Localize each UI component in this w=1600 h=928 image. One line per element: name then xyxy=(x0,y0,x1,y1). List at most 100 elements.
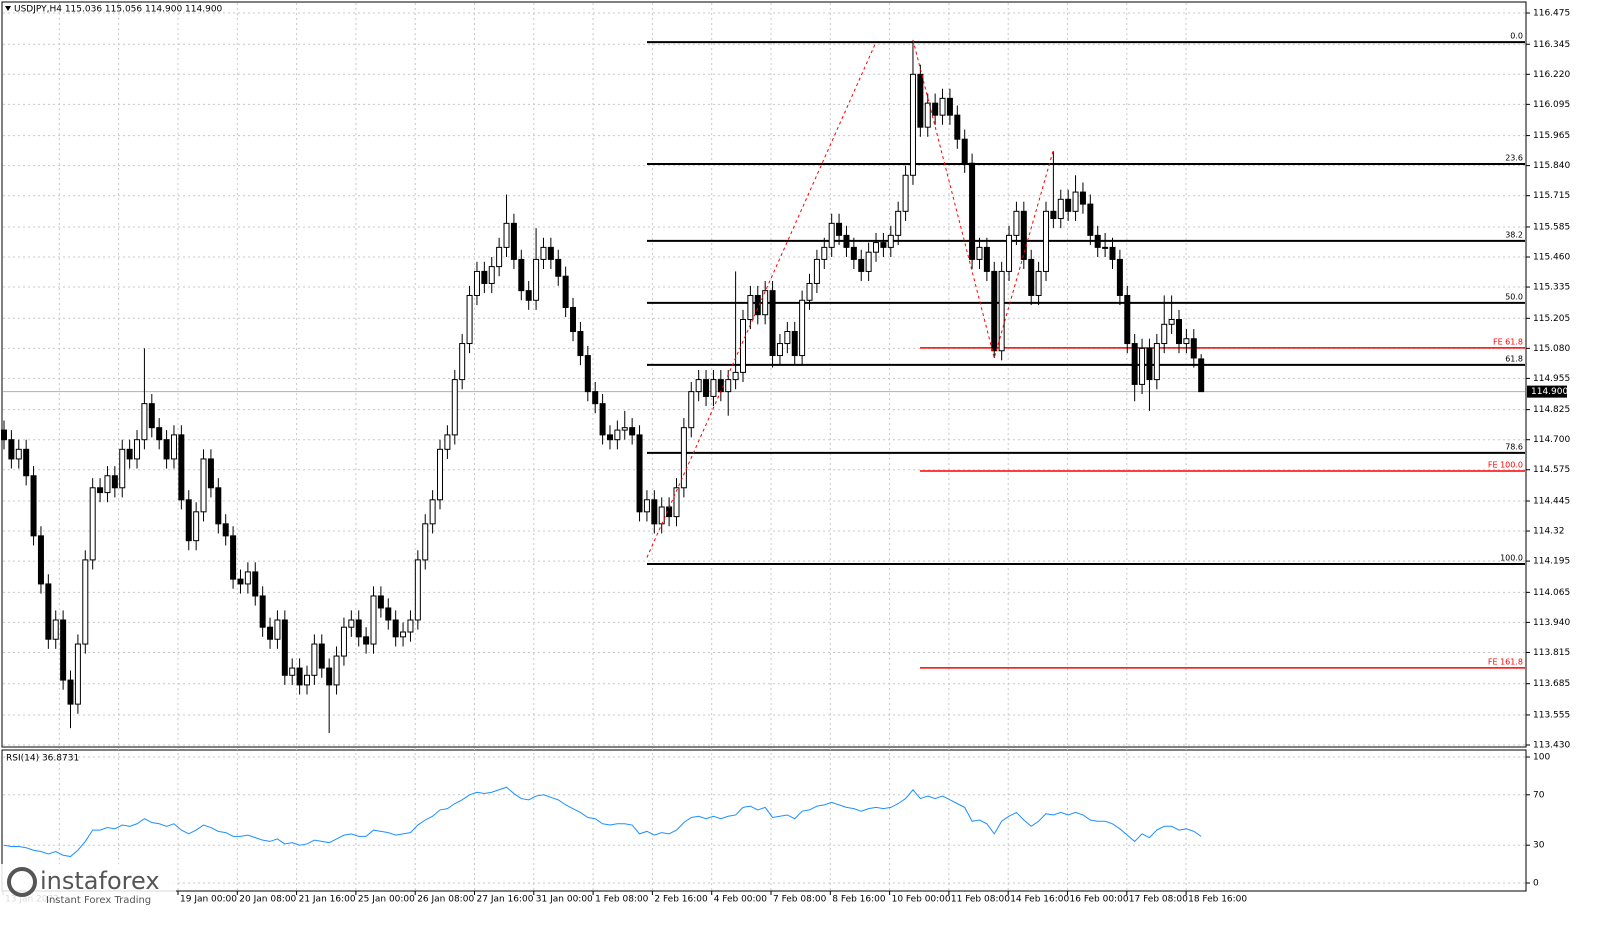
candle-body xyxy=(67,679,74,705)
candle-body xyxy=(119,448,126,489)
candle-body xyxy=(141,403,148,441)
fe-label: FE 161.8 xyxy=(1488,657,1523,666)
candle-body xyxy=(30,475,37,537)
candle-body xyxy=(555,258,562,277)
candle-body xyxy=(858,258,865,272)
candle-body xyxy=(695,379,702,393)
candle-body xyxy=(259,595,266,628)
candle-body xyxy=(1013,210,1020,236)
symbol-header: USDJPY,H4 115.036 115.056 114.900 114.90… xyxy=(14,5,223,15)
candle-body xyxy=(178,434,185,501)
candle-body xyxy=(104,475,111,494)
candle-body xyxy=(222,523,229,537)
candle-body xyxy=(348,619,355,628)
y-tick-label: 115.965 xyxy=(1533,131,1570,141)
x-tick-label: 18 Feb 16:00 xyxy=(1188,895,1247,905)
candle-body xyxy=(407,619,414,633)
candle-body xyxy=(1190,338,1197,359)
candle-body xyxy=(333,655,340,686)
candle-body xyxy=(303,674,310,686)
candle-body xyxy=(629,427,636,436)
candle-body xyxy=(895,210,902,236)
candle-body xyxy=(185,499,192,542)
x-tick-label: 11 Feb 08:00 xyxy=(951,895,1010,905)
candle-body xyxy=(45,583,52,640)
rsi-line xyxy=(3,786,1202,858)
candle-body xyxy=(1153,343,1160,381)
candle-body xyxy=(606,434,613,441)
x-tick-label: 1 Feb 08:00 xyxy=(595,895,649,905)
candle-body xyxy=(614,429,621,441)
candle-body xyxy=(776,343,783,357)
candle-body xyxy=(1183,338,1190,345)
candle-body xyxy=(570,306,577,333)
candle-body xyxy=(281,619,288,676)
watermark-brand: instaforex xyxy=(40,867,160,895)
y-tick-label: 116.345 xyxy=(1533,40,1570,50)
candle-body xyxy=(1109,246,1116,260)
candle-body xyxy=(688,391,695,429)
candle-body xyxy=(429,499,436,525)
y-tick-label: 116.475 xyxy=(1533,9,1570,19)
x-tick-label: 7 Feb 08:00 xyxy=(773,895,827,905)
candle-body xyxy=(769,290,776,357)
candle-body xyxy=(547,246,554,260)
candle-body xyxy=(1139,347,1146,385)
y-tick-label: 115.715 xyxy=(1533,191,1570,201)
rsi-title: RSI(14) 36.8731 xyxy=(6,754,79,764)
candle-body xyxy=(680,427,687,489)
candle-body xyxy=(976,246,983,260)
y-tick-label: 116.095 xyxy=(1533,100,1570,110)
candle-body xyxy=(392,619,399,638)
header-arrow xyxy=(5,6,11,11)
candle-body xyxy=(821,246,828,260)
fib-label: 38.2 xyxy=(1505,230,1523,239)
candle-body xyxy=(8,439,15,460)
candle-body xyxy=(932,102,939,116)
zigzag xyxy=(912,39,1054,360)
candle-body xyxy=(946,97,953,116)
candle-body xyxy=(170,434,177,460)
candle-body xyxy=(954,114,961,140)
candle-body xyxy=(939,97,946,116)
y-tick-label: 114.575 xyxy=(1533,465,1570,475)
grid xyxy=(3,3,1525,890)
y-tick-label: 115.335 xyxy=(1533,283,1570,293)
rsi-tick-label: 30 xyxy=(1533,841,1545,851)
watermark-logo xyxy=(7,867,37,897)
candle-body xyxy=(377,595,384,609)
candle-body xyxy=(97,487,104,494)
candle-body xyxy=(488,266,495,284)
candle-body xyxy=(237,578,244,585)
candle-body xyxy=(1,429,7,441)
candle-body xyxy=(917,73,924,128)
candle-body xyxy=(60,619,67,681)
last-price-badge xyxy=(1527,385,1567,398)
candle-body xyxy=(762,290,769,316)
candle-body xyxy=(23,448,30,477)
candle-body xyxy=(437,448,444,501)
candle-body xyxy=(400,631,407,638)
y-tick-label: 113.815 xyxy=(1533,648,1570,658)
candle-body xyxy=(414,559,421,621)
fib-label: 23.6 xyxy=(1505,153,1523,162)
x-tick-label: 8 Feb 16:00 xyxy=(832,895,886,905)
candle-body xyxy=(459,343,466,381)
candle-body xyxy=(326,667,333,686)
candle-body xyxy=(924,102,931,128)
y-tick-label: 116.220 xyxy=(1533,70,1570,80)
watermark-tagline: Instant Forex Trading xyxy=(46,895,151,906)
candle-body xyxy=(289,667,296,676)
candle-body xyxy=(230,535,237,580)
fib-label: 50.0 xyxy=(1505,292,1523,301)
candle-body xyxy=(577,331,584,357)
candle-body xyxy=(134,439,141,460)
candle-body xyxy=(126,448,133,460)
candle-body xyxy=(340,626,347,657)
candle-body xyxy=(52,619,59,640)
candle-body xyxy=(1006,234,1013,272)
candle-body xyxy=(703,379,710,397)
candle-body xyxy=(422,523,429,561)
candle-body xyxy=(1161,323,1168,345)
